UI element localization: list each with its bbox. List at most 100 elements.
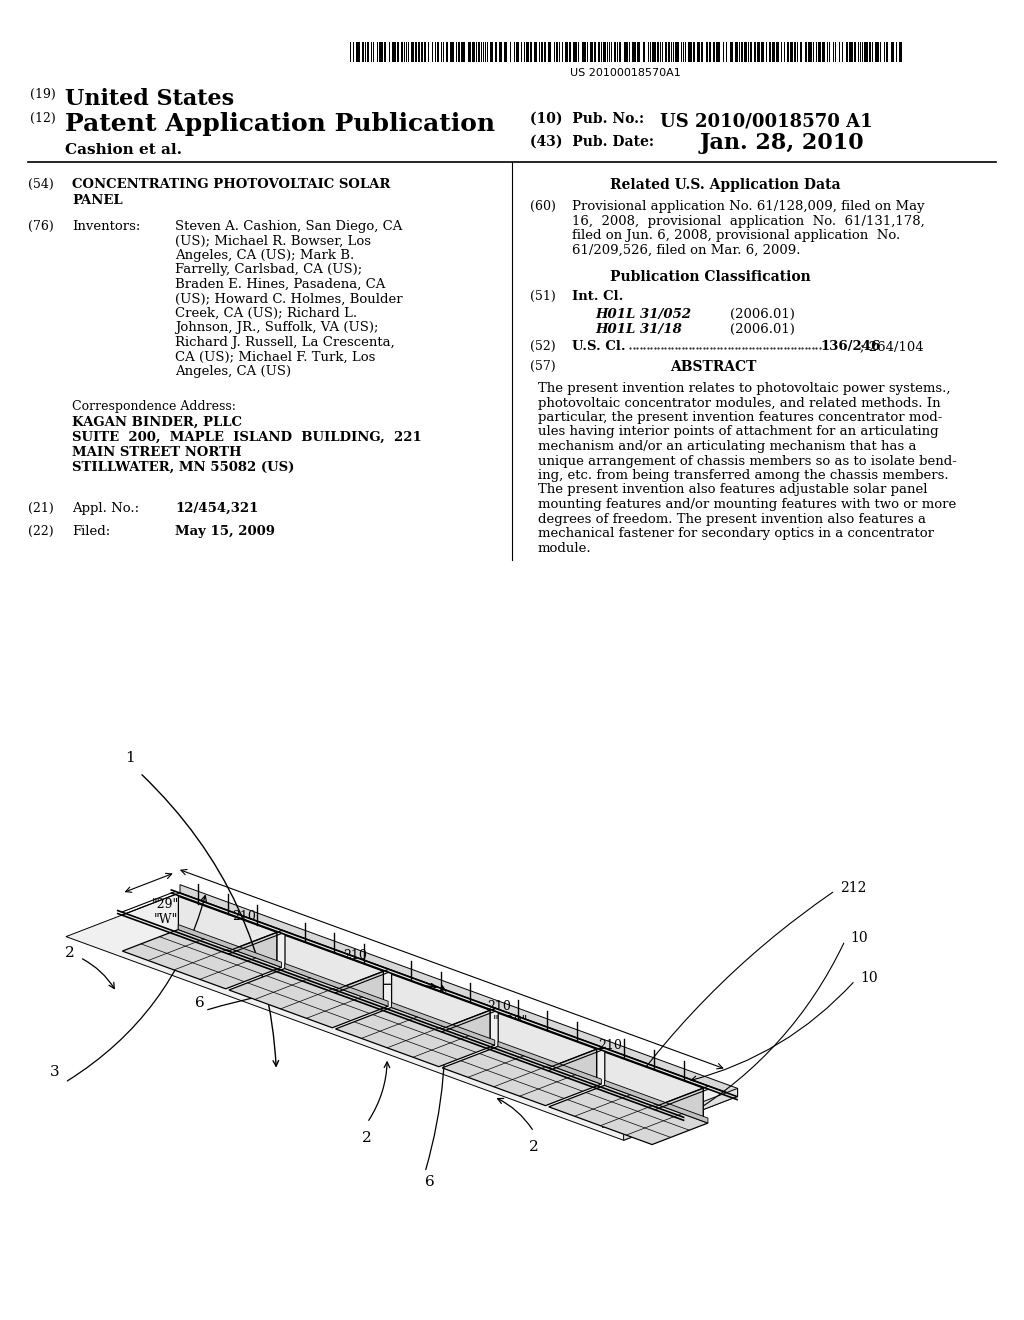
Bar bbox=[657, 42, 659, 62]
Text: STILLWATER, MN 55082 (US): STILLWATER, MN 55082 (US) bbox=[72, 461, 294, 474]
Bar bbox=[458, 42, 460, 62]
Text: (54): (54) bbox=[28, 178, 53, 191]
Bar bbox=[379, 42, 383, 62]
Bar bbox=[534, 42, 537, 62]
Text: (76): (76) bbox=[28, 220, 53, 234]
Bar bbox=[899, 42, 902, 62]
Bar bbox=[713, 42, 715, 62]
Text: 136/246: 136/246 bbox=[820, 341, 881, 352]
Bar bbox=[499, 42, 502, 62]
Bar bbox=[869, 42, 871, 62]
Text: PANEL: PANEL bbox=[72, 194, 123, 207]
Text: 61/209,526, filed on Mar. 6, 2009.: 61/209,526, filed on Mar. 6, 2009. bbox=[572, 243, 801, 256]
Bar bbox=[565, 42, 568, 62]
Polygon shape bbox=[652, 1088, 703, 1143]
Text: Richard J. Russell, La Crescenta,: Richard J. Russell, La Crescenta, bbox=[175, 337, 394, 348]
Text: Johnson, JR., Suffolk, VA (US);: Johnson, JR., Suffolk, VA (US); bbox=[175, 322, 379, 334]
Bar bbox=[446, 42, 449, 62]
Bar bbox=[397, 42, 399, 62]
Text: (51): (51) bbox=[530, 290, 556, 304]
Text: degrees of freedom. The present invention also features a: degrees of freedom. The present inventio… bbox=[538, 512, 926, 525]
Text: mechanism and/or an articulating mechanism that has a: mechanism and/or an articulating mechani… bbox=[538, 440, 916, 453]
Text: May 15, 2009: May 15, 2009 bbox=[175, 525, 275, 539]
Text: H01L 31/18: H01L 31/18 bbox=[595, 323, 682, 337]
Text: 6: 6 bbox=[196, 995, 205, 1010]
Bar bbox=[490, 42, 493, 62]
Bar bbox=[652, 42, 656, 62]
Bar bbox=[886, 42, 888, 62]
Bar bbox=[556, 42, 558, 62]
Text: 6: 6 bbox=[425, 1175, 435, 1189]
Bar bbox=[790, 42, 793, 62]
Polygon shape bbox=[336, 1007, 495, 1067]
Bar bbox=[401, 42, 403, 62]
Polygon shape bbox=[624, 1089, 737, 1140]
Text: ules having interior points of attachment for an articulating: ules having interior points of attachmen… bbox=[538, 425, 939, 438]
Text: Creek, CA (US); Richard L.: Creek, CA (US); Richard L. bbox=[175, 308, 357, 319]
Text: 1: 1 bbox=[125, 751, 135, 764]
Bar bbox=[569, 42, 571, 62]
Text: Provisional application No. 61/128,009, filed on May: Provisional application No. 61/128,009, … bbox=[572, 201, 925, 213]
Polygon shape bbox=[66, 892, 737, 1140]
Bar bbox=[675, 42, 679, 62]
Text: mechanical fastener for secondary optics in a concentrator: mechanical fastener for secondary optics… bbox=[538, 527, 934, 540]
Text: (US); Howard C. Holmes, Boulder: (US); Howard C. Holmes, Boulder bbox=[175, 293, 402, 305]
Bar bbox=[754, 42, 756, 62]
Bar bbox=[582, 42, 586, 62]
Bar bbox=[750, 42, 752, 62]
Text: (12): (12) bbox=[30, 112, 55, 125]
Text: U.S. Cl.: U.S. Cl. bbox=[572, 341, 626, 352]
Text: Related U.S. Application Data: Related U.S. Application Data bbox=[610, 178, 841, 191]
Bar bbox=[805, 42, 807, 62]
Bar bbox=[849, 42, 853, 62]
Text: 2: 2 bbox=[529, 1139, 539, 1154]
Polygon shape bbox=[546, 1049, 597, 1104]
Polygon shape bbox=[499, 1014, 597, 1084]
Bar bbox=[392, 42, 396, 62]
Text: filed on Jun. 6, 2008, provisional application  No.: filed on Jun. 6, 2008, provisional appli… bbox=[572, 228, 900, 242]
Text: (10)  Pub. No.:: (10) Pub. No.: bbox=[530, 112, 649, 125]
Text: (43)  Pub. Date:: (43) Pub. Date: bbox=[530, 135, 654, 149]
Text: Publication Classification: Publication Classification bbox=[610, 271, 811, 284]
Text: (22): (22) bbox=[28, 525, 53, 539]
Text: 210: 210 bbox=[343, 949, 368, 962]
Bar bbox=[548, 42, 551, 62]
Bar bbox=[418, 42, 420, 62]
Bar bbox=[787, 42, 790, 62]
Bar bbox=[544, 42, 546, 62]
Bar bbox=[614, 42, 616, 62]
Text: MAIN STREET NORTH: MAIN STREET NORTH bbox=[72, 446, 242, 459]
Bar bbox=[468, 42, 471, 62]
Text: Filed:: Filed: bbox=[72, 525, 111, 539]
Polygon shape bbox=[498, 1041, 601, 1084]
Bar bbox=[424, 42, 426, 62]
Text: 12/454,321: 12/454,321 bbox=[175, 502, 258, 515]
Text: United States: United States bbox=[65, 88, 234, 110]
Text: module.: module. bbox=[538, 541, 592, 554]
Bar bbox=[818, 42, 821, 62]
Text: Farrelly, Carlsbad, CA (US);: Farrelly, Carlsbad, CA (US); bbox=[175, 264, 362, 276]
Text: 210: 210 bbox=[231, 911, 256, 924]
Bar bbox=[624, 42, 628, 62]
Bar bbox=[854, 42, 856, 62]
Bar bbox=[437, 42, 439, 62]
Bar bbox=[776, 42, 779, 62]
Polygon shape bbox=[442, 1047, 601, 1106]
Bar bbox=[541, 42, 543, 62]
Text: "L": "L" bbox=[501, 1030, 520, 1043]
Text: 2: 2 bbox=[362, 1131, 372, 1144]
Polygon shape bbox=[178, 924, 282, 968]
Text: Int. Cl.: Int. Cl. bbox=[572, 290, 624, 304]
Text: US 20100018570A1: US 20100018570A1 bbox=[569, 69, 680, 78]
Bar bbox=[761, 42, 764, 62]
Text: (52): (52) bbox=[530, 341, 556, 352]
Text: Angeles, CA (US); Mark B.: Angeles, CA (US); Mark B. bbox=[175, 249, 354, 261]
Text: mounting features and/or mounting features with two or more: mounting features and/or mounting featur… bbox=[538, 498, 956, 511]
Text: 10: 10 bbox=[850, 931, 867, 945]
Bar bbox=[772, 42, 775, 62]
Polygon shape bbox=[391, 974, 490, 1045]
Text: CONCENTRATING PHOTOVOLTAIC SOLAR: CONCENTRATING PHOTOVOLTAIC SOLAR bbox=[72, 178, 390, 191]
Polygon shape bbox=[229, 969, 388, 1028]
Bar bbox=[450, 42, 454, 62]
Bar bbox=[874, 42, 879, 62]
